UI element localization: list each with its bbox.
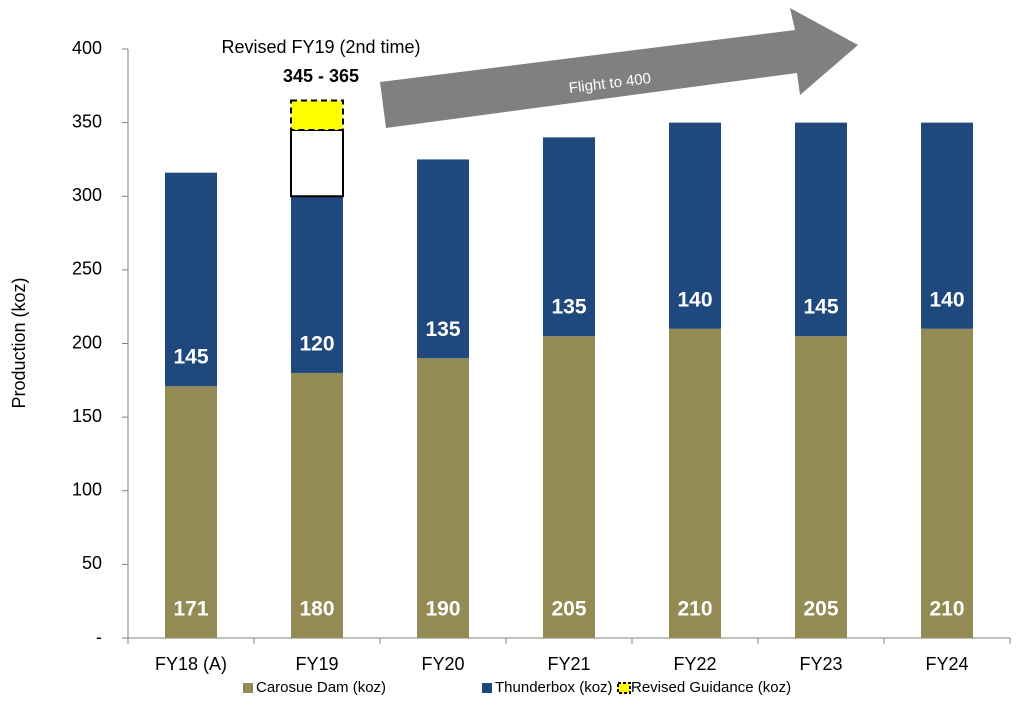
data-label: 135 — [551, 296, 586, 319]
bar-segment — [669, 328, 721, 638]
y-tick-label: 400 — [72, 38, 102, 58]
data-label: 205 — [551, 598, 586, 621]
data-label: 120 — [299, 332, 334, 355]
bar-segment — [921, 328, 973, 638]
data-label: 140 — [677, 288, 712, 311]
bar-segment — [291, 372, 343, 638]
x-tick-label: FY21 — [547, 654, 590, 674]
y-tick-label: 350 — [72, 111, 102, 131]
bar-segment — [921, 122, 973, 329]
bar-segment — [290, 128, 344, 198]
y-tick-label: 250 — [72, 259, 102, 279]
data-label: 190 — [425, 598, 460, 621]
data-label: 205 — [803, 598, 838, 621]
bar-segment — [669, 122, 721, 329]
x-tick-label: FY22 — [673, 654, 716, 674]
data-label: 145 — [173, 346, 208, 369]
y-tick-label: 150 — [72, 406, 102, 426]
bar-segment — [165, 172, 217, 387]
x-tick-label: FY24 — [925, 654, 968, 674]
x-tick-label: FY20 — [421, 654, 464, 674]
legend-label: Revised Guidance (koz) — [631, 679, 791, 696]
data-label: 171 — [173, 598, 208, 621]
bar-segment — [795, 122, 847, 337]
data-label: 140 — [929, 288, 964, 311]
bar-segment — [165, 386, 217, 638]
y-tick-label: - — [96, 627, 102, 647]
x-tick-label: FY18 (A) — [155, 654, 227, 674]
data-label: 135 — [425, 318, 460, 341]
bar-segment — [543, 137, 595, 337]
legend-swatch — [617, 682, 631, 694]
flight-arrow — [380, 8, 858, 128]
data-label: 145 — [803, 296, 838, 319]
y-tick-label: 300 — [72, 185, 102, 205]
bar-segment — [291, 196, 343, 373]
annotation: 345 - 365 — [283, 66, 359, 86]
bar-segment — [795, 336, 847, 638]
data-label: 210 — [677, 598, 712, 621]
y-tick-label: 50 — [82, 553, 102, 573]
legend-swatch — [482, 683, 492, 693]
bar-segment — [290, 99, 344, 131]
y-tick-label: 100 — [72, 480, 102, 500]
y-axis-label: Production (koz) — [9, 277, 29, 408]
annotation: Revised FY19 (2nd time) — [221, 37, 420, 57]
bar-segment — [543, 336, 595, 638]
bar-segment — [417, 159, 469, 359]
y-tick-label: 200 — [72, 332, 102, 352]
bar-segment — [417, 358, 469, 638]
x-tick-label: FY23 — [799, 654, 842, 674]
x-tick-label: FY19 — [295, 654, 338, 674]
data-label: 180 — [299, 598, 334, 621]
data-label: 210 — [929, 598, 964, 621]
legend-label: Thunderbox (koz) — [495, 679, 613, 696]
legend-label: Carosue Dam (koz) — [256, 679, 386, 696]
legend-swatch — [243, 683, 253, 693]
